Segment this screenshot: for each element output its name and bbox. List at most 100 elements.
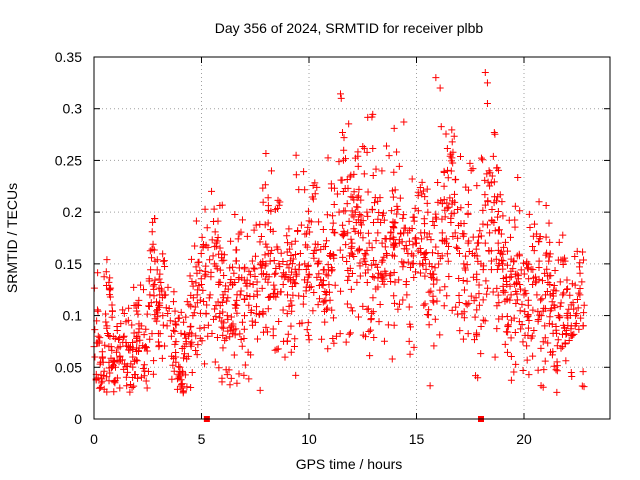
- data-point: [440, 167, 448, 175]
- data-point: [527, 334, 535, 342]
- data-point: [427, 236, 435, 244]
- data-point: [460, 314, 468, 322]
- data-point: [438, 236, 446, 244]
- data-point: [384, 321, 392, 329]
- data-point: [153, 298, 161, 306]
- data-point: [164, 310, 172, 318]
- data-point: [350, 196, 358, 204]
- data-point: [97, 383, 105, 391]
- data-point: [513, 296, 521, 304]
- data-point: [504, 328, 512, 336]
- data-point: [128, 384, 136, 392]
- data-point: [330, 228, 338, 236]
- data-point: [145, 277, 153, 285]
- data-point: [369, 171, 377, 179]
- data-point: [576, 291, 584, 299]
- data-point: [305, 217, 313, 225]
- data-point: [542, 251, 550, 259]
- data-point: [285, 302, 293, 310]
- data-point: [108, 363, 116, 371]
- data-point: [161, 262, 169, 270]
- plot-frame: [93, 56, 611, 420]
- data-point: [390, 269, 398, 277]
- data-point: [529, 306, 537, 314]
- data-point: [234, 235, 242, 243]
- data-point: [160, 291, 168, 299]
- data-point: [350, 253, 358, 261]
- data-point: [223, 371, 231, 379]
- data-point: [535, 238, 543, 246]
- data-point: [438, 215, 446, 223]
- data-point: [383, 251, 391, 259]
- data-point: [445, 203, 453, 211]
- data-point: [340, 231, 348, 239]
- data-point: [365, 239, 373, 247]
- data-point: [493, 302, 501, 310]
- data-point: [390, 241, 398, 249]
- data-point: [406, 323, 414, 331]
- data-point: [310, 289, 318, 297]
- data-point: [529, 242, 537, 250]
- data-point: [326, 251, 334, 259]
- data-point: [324, 272, 332, 280]
- data-point: [378, 273, 386, 281]
- data-point: [122, 318, 130, 326]
- data-point: [289, 291, 297, 299]
- data-point: [372, 237, 380, 245]
- data-point: [387, 228, 395, 236]
- data-point: [288, 268, 296, 276]
- data-point: [519, 259, 527, 267]
- data-point: [219, 344, 227, 352]
- data-point: [369, 272, 377, 280]
- y-tick-label: 0.1: [63, 308, 83, 324]
- data-point: [202, 262, 210, 270]
- data-point: [94, 269, 102, 277]
- data-point: [97, 379, 105, 387]
- data-point: [419, 261, 427, 269]
- data-point: [270, 281, 278, 289]
- data-point: [153, 256, 161, 264]
- data-point: [414, 192, 422, 200]
- data-point: [322, 243, 330, 251]
- data-point: [400, 224, 408, 232]
- data-point: [481, 191, 489, 199]
- data-point: [570, 330, 578, 338]
- data-points: [90, 69, 588, 422]
- data-point: [248, 317, 256, 325]
- data-point: [224, 315, 232, 323]
- data-point: [486, 169, 494, 177]
- data-point: [503, 261, 511, 269]
- data-point: [404, 229, 412, 237]
- data-point: [399, 296, 407, 304]
- data-point: [445, 243, 453, 251]
- data-point: [226, 323, 234, 331]
- data-point: [354, 216, 362, 224]
- data-point: [406, 350, 414, 358]
- data-point: [519, 367, 527, 375]
- data-point: [545, 219, 553, 227]
- y-tick-label: 0: [74, 411, 82, 427]
- data-point: [287, 297, 295, 305]
- data-point: [347, 249, 355, 257]
- y-tick-label: 0.3: [63, 101, 83, 117]
- data-point: [322, 237, 330, 245]
- data-point: [120, 310, 128, 318]
- data-point: [142, 325, 150, 333]
- data-point: [130, 357, 138, 365]
- data-point: [448, 126, 456, 134]
- data-point: [356, 272, 364, 280]
- data-point: [261, 262, 269, 270]
- data-point: [147, 299, 155, 307]
- data-point: [438, 229, 446, 237]
- data-point: [211, 358, 219, 366]
- data-point: [348, 307, 356, 315]
- data-point: [368, 261, 376, 269]
- data-point: [494, 239, 502, 247]
- data-point: [340, 146, 348, 154]
- outlier-point: [535, 198, 543, 206]
- data-point: [550, 282, 558, 290]
- data-point: [213, 265, 221, 273]
- data-point: [113, 327, 121, 335]
- data-point: [557, 299, 565, 307]
- data-point: [395, 276, 403, 284]
